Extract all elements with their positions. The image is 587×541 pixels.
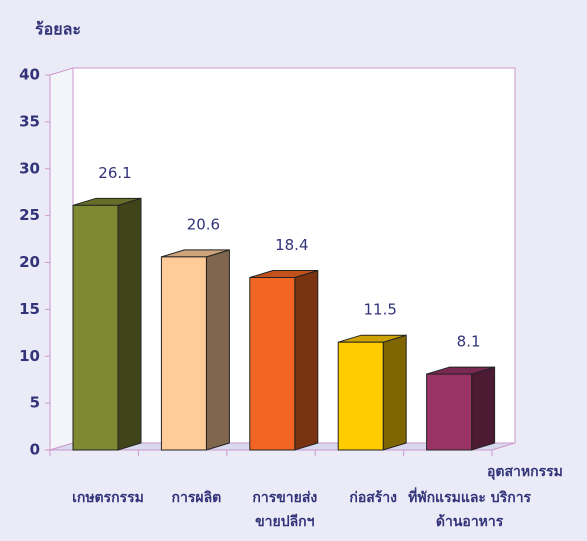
value-label: 26.1 xyxy=(98,164,131,182)
bar xyxy=(249,277,296,451)
x-tick-label: ก่อสร้าง xyxy=(349,490,398,506)
value-label: 20.6 xyxy=(187,215,220,233)
bar xyxy=(160,256,207,451)
bar-side xyxy=(205,249,230,451)
bar-side xyxy=(117,197,142,451)
x-tick-label: การผลิต xyxy=(171,490,222,506)
bar xyxy=(337,341,384,451)
bar-side xyxy=(471,366,496,451)
bar xyxy=(426,373,473,451)
x-tick-label: การขายส่ง ขายปลีกฯ xyxy=(252,490,318,530)
bar xyxy=(72,204,119,451)
y-tick-label: 0 xyxy=(30,441,40,459)
value-label: 8.1 xyxy=(457,333,481,351)
value-label: 18.4 xyxy=(275,236,308,254)
bar-side xyxy=(382,334,407,451)
y-tick-label: 5 xyxy=(30,394,40,412)
y-tick-label: 30 xyxy=(19,159,40,177)
bar-side xyxy=(294,269,319,451)
annotation: อุตสาหกรรม xyxy=(487,464,563,480)
x-tick-label: เกษตรกรรม xyxy=(72,490,144,506)
left-wall xyxy=(49,67,74,451)
value-label: 11.5 xyxy=(363,301,396,319)
x-tick-label: ที่พักแรมและ บริการด้านอาหาร xyxy=(408,490,532,530)
y-tick-label: 15 xyxy=(19,300,40,318)
y-tick-label: 25 xyxy=(19,206,40,224)
y-tick-label: 35 xyxy=(19,112,40,130)
y-tick-label: 10 xyxy=(19,347,40,365)
y-axis-label: ร้อยละ xyxy=(35,20,81,39)
y-tick-label: 20 xyxy=(19,253,40,271)
y-tick-label: 40 xyxy=(19,66,40,84)
